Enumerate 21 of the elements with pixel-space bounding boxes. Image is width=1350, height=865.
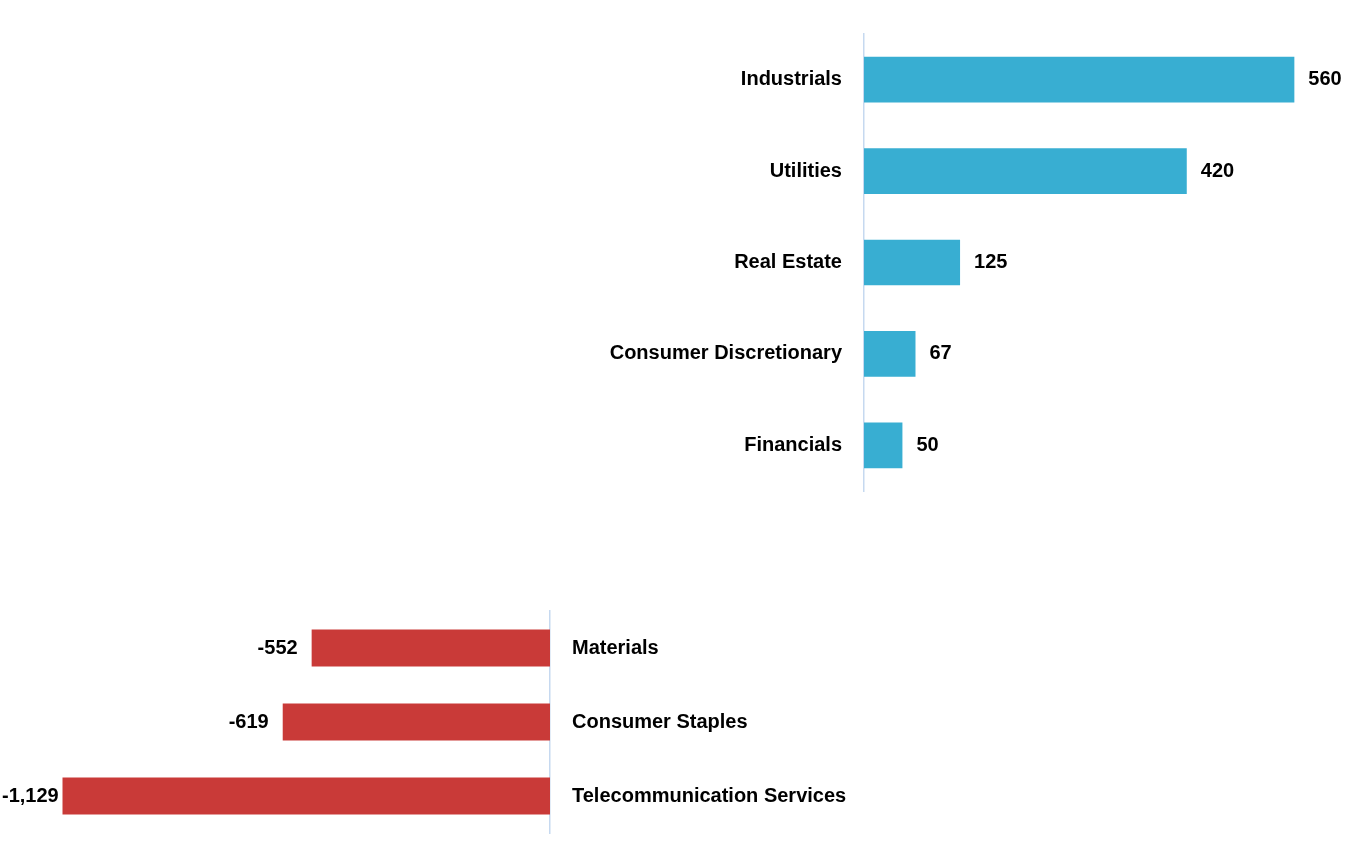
- y-tick-label: Industrials: [740, 67, 842, 90]
- data-label: 420: [1200, 158, 1235, 181]
- data-label: -1,129: [1, 783, 59, 806]
- bar: [864, 148, 1187, 194]
- y-tick-label: Utilities: [769, 158, 842, 181]
- y-tick-label: Real Estate: [734, 250, 842, 273]
- y-tick-label: Materials: [572, 635, 659, 658]
- bar: [864, 239, 961, 286]
- bar: [864, 331, 916, 377]
- y-tick-label: Financials: [744, 432, 842, 455]
- y-tick-label: Consumer Staples: [572, 709, 748, 732]
- data-label: 125: [974, 250, 1008, 273]
- y-tick-label: Telecommunication Services: [572, 783, 847, 806]
- data-label: 560: [1308, 67, 1342, 90]
- data-label: 50: [916, 432, 939, 455]
- y-tick-label: Consumer Discretionary: [609, 341, 843, 364]
- data-label: -619: [228, 709, 269, 732]
- data-label: 67: [929, 341, 952, 364]
- data-label: -552: [257, 635, 298, 658]
- bar: [864, 56, 1295, 103]
- bar: [864, 422, 903, 469]
